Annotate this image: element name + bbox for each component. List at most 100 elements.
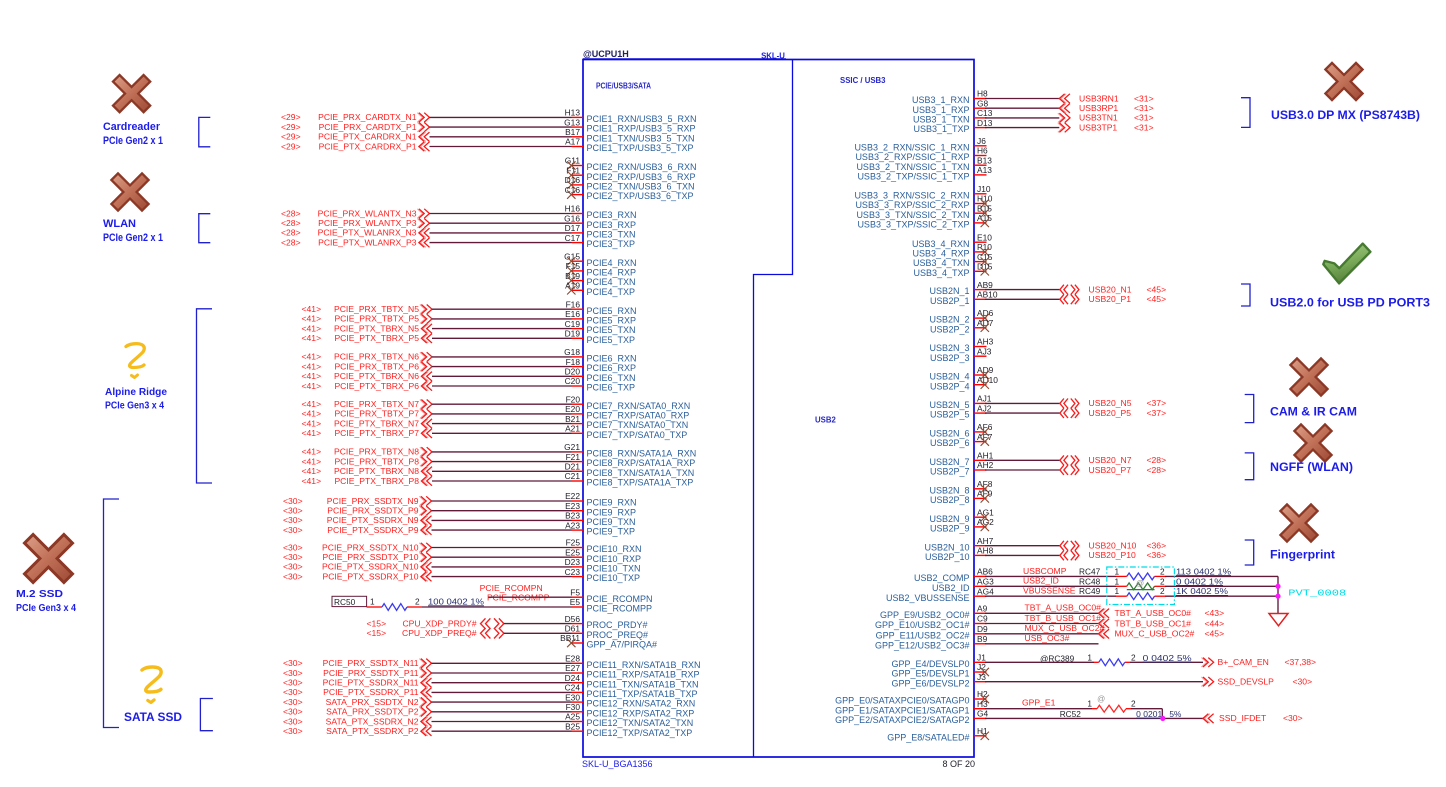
svg-text:PCIE_PTX_CARDRX_P1: PCIE_PTX_CARDRX_P1: [319, 141, 417, 151]
svg-text:1K 0402 5%: 1K 0402 5%: [1176, 586, 1229, 596]
svg-text:PCIE_PTX_SSDRX_N10: PCIE_PTX_SSDRX_N10: [322, 562, 419, 572]
svg-text:USB20_N10: USB20_N10: [1089, 541, 1137, 551]
svg-text:USB2N_3: USB2N_3: [929, 343, 969, 353]
svg-text:D16: D16: [565, 175, 581, 185]
svg-text:B15: B15: [977, 203, 992, 213]
svg-text:<41>: <41>: [302, 381, 322, 391]
svg-text:PCIE_PRX_TBTX_P5: PCIE_PRX_TBTX_P5: [334, 314, 419, 324]
svg-text:<41>: <41>: [302, 466, 322, 476]
svg-text:PCIE_PRX_TBTX_P8: PCIE_PRX_TBTX_P8: [334, 456, 419, 466]
svg-text:BB11: BB11: [560, 633, 580, 643]
svg-text:Fingerprint: Fingerprint: [1270, 550, 1335, 562]
svg-text:<41>: <41>: [302, 323, 322, 333]
svg-text:USB2N_10: USB2N_10: [924, 542, 969, 552]
svg-text:PCIe Gen2 x 1: PCIe Gen2 x 1: [103, 232, 163, 244]
svg-text:<28>: <28>: [281, 218, 301, 228]
svg-text:VBUSSENSE: VBUSSENSE: [1023, 586, 1076, 596]
svg-text:PCIE11_RXN/SATA1B_RXN: PCIE11_RXN/SATA1B_RXN: [587, 660, 701, 670]
svg-text:<30>: <30>: [283, 525, 303, 535]
svg-text:USB20_N1: USB20_N1: [1089, 284, 1132, 294]
svg-text:Cardreader: Cardreader: [103, 121, 161, 133]
svg-text:USB3_3_RXN/SSIC_2_RXN: USB3_3_RXN/SSIC_2_RXN: [854, 190, 969, 200]
svg-text:A15: A15: [977, 213, 992, 223]
svg-text:G15: G15: [564, 251, 580, 261]
svg-text:E25: E25: [565, 547, 580, 557]
svg-text:C24: C24: [565, 683, 581, 693]
svg-text:PCIE/USB3/SATA: PCIE/USB3/SATA: [596, 82, 651, 91]
svg-text:J10: J10: [977, 184, 991, 194]
svg-text:D56: D56: [565, 614, 581, 624]
svg-text:RC52: RC52: [1060, 709, 1082, 719]
svg-text:<41>: <41>: [302, 352, 322, 362]
svg-text:PCIE_PRX_TBTX_N7: PCIE_PRX_TBTX_N7: [334, 399, 419, 409]
svg-text:SATA_PTX_SSDRX_N2: SATA_PTX_SSDRX_N2: [326, 716, 419, 726]
svg-text:J2: J2: [977, 662, 986, 672]
svg-text:C16: C16: [565, 185, 581, 195]
svg-text:PCIE_PRX_CARDTX_N1: PCIE_PRX_CARDTX_N1: [318, 112, 417, 122]
svg-text:2: 2: [1131, 652, 1136, 662]
svg-text:PCIE_PTX_WLANRX_P3: PCIE_PTX_WLANRX_P3: [318, 237, 417, 247]
svg-text:GPP_E4/DEVSLP0: GPP_E4/DEVSLP0: [891, 659, 969, 669]
svg-text:H8: H8: [977, 89, 988, 99]
svg-text:D15: D15: [977, 262, 993, 272]
svg-text:USB3_4_RXP: USB3_4_RXP: [912, 249, 969, 259]
svg-text:USB2_ID: USB2_ID: [932, 583, 970, 593]
svg-text:PCIE9_RXN: PCIE9_RXN: [587, 498, 637, 508]
svg-text:GPP_E10/USB2_OC1#: GPP_E10/USB2_OC1#: [875, 620, 970, 630]
svg-text:D17: D17: [565, 223, 581, 233]
svg-text:P10: P10: [977, 242, 992, 252]
svg-text:D21: D21: [565, 462, 581, 472]
svg-text:PCIE_PRX_TBTX_P6: PCIE_PRX_TBTX_P6: [334, 361, 419, 371]
svg-text:SATA SSD: SATA SSD: [124, 712, 182, 724]
svg-text:<30>: <30>: [283, 506, 303, 516]
svg-text:B+_CAM_EN: B+_CAM_EN: [1218, 657, 1269, 667]
svg-text:PCIE2_RXP/USB3_6_RXP: PCIE2_RXP/USB3_6_RXP: [587, 172, 696, 182]
svg-text:SATA_PRX_SSDTX_N2: SATA_PRX_SSDTX_N2: [326, 697, 419, 707]
svg-text:J3: J3: [977, 672, 986, 682]
svg-text:G16: G16: [564, 213, 580, 223]
svg-text:USB2N_1: USB2N_1: [929, 286, 969, 296]
svg-text:AJ1: AJ1: [977, 394, 992, 404]
svg-text:AG1: AG1: [977, 507, 994, 517]
svg-text:PCIE3_TXN: PCIE3_TXN: [587, 230, 636, 240]
svg-text:<41>: <41>: [302, 304, 322, 314]
svg-text:PCIE_PTX_SSDRX_P10: PCIE_PTX_SSDRX_P10: [322, 571, 418, 581]
svg-text:C21: C21: [565, 471, 581, 481]
svg-text:AF9: AF9: [977, 489, 993, 499]
svg-text:GPP_E8/SATALED#: GPP_E8/SATALED#: [887, 732, 969, 742]
svg-text:PCIE_PRX_SSDTX_P10: PCIE_PRX_SSDTX_P10: [322, 552, 418, 562]
svg-text:AH7: AH7: [977, 536, 994, 546]
svg-text:PCIE3_RXN: PCIE3_RXN: [587, 210, 637, 220]
svg-text:AF6: AF6: [977, 422, 993, 432]
svg-text:<41>: <41>: [302, 333, 322, 343]
svg-text:PCIe Gen3 x 4: PCIe Gen3 x 4: [105, 400, 164, 412]
svg-text:B25: B25: [565, 721, 580, 731]
svg-text:USB2_COMP: USB2_COMP: [914, 573, 970, 583]
svg-text:PCIE_PTX_SSDRX_N11: PCIE_PTX_SSDRX_N11: [323, 678, 419, 688]
svg-text:H16: H16: [565, 204, 581, 214]
svg-text:A9: A9: [977, 604, 988, 614]
svg-text:D20: D20: [565, 367, 581, 377]
svg-text:D23: D23: [565, 557, 581, 567]
svg-text:MUX_C_USB_OC2#: MUX_C_USB_OC2#: [1025, 623, 1105, 633]
svg-text:<37>: <37>: [1147, 398, 1167, 408]
svg-text:H3: H3: [977, 699, 988, 709]
svg-text:GPP_E6/DEVSLP2: GPP_E6/DEVSLP2: [891, 678, 969, 688]
svg-text:0 0402 5%: 0 0402 5%: [1143, 653, 1193, 663]
svg-text:F15: F15: [566, 261, 581, 271]
svg-text:G13: G13: [564, 117, 580, 127]
svg-text:D9: D9: [977, 624, 988, 634]
svg-text:<30>: <30>: [283, 707, 303, 717]
svg-text:PCIE1_TXP/USB3_5_TXP: PCIE1_TXP/USB3_5_TXP: [587, 143, 694, 153]
svg-text:USB2N_5: USB2N_5: [929, 400, 969, 410]
svg-text:F16: F16: [566, 299, 581, 309]
svg-text:PCIE7_RXP/SATA0_RXP: PCIE7_RXP/SATA0_RXP: [587, 411, 690, 421]
svg-text:E20: E20: [565, 404, 580, 414]
svg-text:<45>: <45>: [1205, 629, 1225, 639]
svg-text:USB2: USB2: [815, 416, 836, 425]
svg-text:PCIE_RCOMPN: PCIE_RCOMPN: [480, 583, 543, 593]
svg-text:PCIE_RCOMPN: PCIE_RCOMPN: [587, 594, 653, 604]
svg-text:<30>: <30>: [283, 496, 303, 506]
svg-text:<28>: <28>: [281, 228, 301, 238]
svg-text:USB2_ID: USB2_ID: [1023, 576, 1059, 586]
